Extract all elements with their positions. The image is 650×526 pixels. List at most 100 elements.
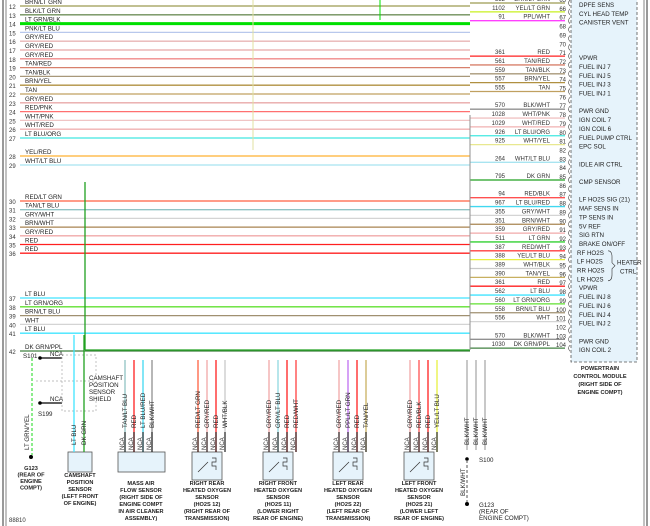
sensor-caption: HEATED OXYGEN xyxy=(324,488,372,494)
wire-color-label: PPL/WHT xyxy=(523,15,550,21)
sensor-wire-color-label: GRY/RED xyxy=(407,399,414,428)
nca-pin-label: NCA xyxy=(273,437,279,450)
sensor-caption: CAMSHAFT xyxy=(64,473,96,479)
wire-color-label: GRY/RED xyxy=(25,96,54,103)
sensor-caption: ASSEMBLY) xyxy=(125,516,158,522)
wire-color-label: BLK/WHT xyxy=(523,333,550,339)
sensor-caption: (HO2S 22) xyxy=(335,502,362,508)
ground-icon xyxy=(29,455,33,459)
wire-color-label: TAN/YEL xyxy=(525,271,550,277)
wire-color-label: LT GRN/ORG xyxy=(513,298,550,304)
wire-color-label: RED/BLK xyxy=(524,192,550,198)
pcm-pin-function: FUEL INJ 5 xyxy=(579,73,611,80)
pin-terminal-icon xyxy=(568,256,571,263)
thermistor-symbol xyxy=(268,461,280,473)
pcm-pin-function: VPWR xyxy=(579,285,598,292)
wire-color-label: BRN/LT BLU xyxy=(516,307,550,313)
wire-row-number: 37 xyxy=(9,297,16,303)
pcm-pin-number: 68 xyxy=(559,25,566,31)
nca-pin-label: NCA xyxy=(291,437,297,450)
wire-color-label: WHT/LT BLU xyxy=(25,158,61,165)
nca-pin-label: NCA xyxy=(414,437,420,450)
wire-color-label: RED/PNK xyxy=(25,105,53,112)
circuit-number: 390 xyxy=(495,271,506,277)
wire-color-label: WHT/PNK xyxy=(522,112,550,118)
sensor-wire-color-label: LT BLU xyxy=(71,425,78,445)
pcm-pin-function: EPC SOL xyxy=(579,144,606,151)
wire-color-label: LT BLU/ORG xyxy=(25,131,61,138)
pin-terminal-icon xyxy=(568,97,571,104)
nca-pin-label: NCA xyxy=(423,437,429,450)
pin-terminal-icon xyxy=(568,88,571,95)
wire-color-label: YEL/LT GRN xyxy=(516,6,550,12)
pin-terminal-icon xyxy=(568,309,571,316)
circuit-number: 1029 xyxy=(492,121,506,127)
pcm-pin-number: 87 xyxy=(559,193,566,199)
circuit-number: 570 xyxy=(495,103,506,109)
circuit-number: 967 xyxy=(495,201,506,207)
pin-terminal-icon xyxy=(568,203,571,210)
sensor-5-body xyxy=(332,451,364,481)
pin-terminal-icon xyxy=(568,229,571,237)
circuit-number: 1028 xyxy=(492,112,506,118)
ground-caption: ENGINE COMPT) xyxy=(479,515,529,522)
pcm-pin-number: 101 xyxy=(556,317,567,323)
ground-icon xyxy=(465,502,469,506)
circuit-number: 1030 xyxy=(492,342,506,348)
wire-color-label: LT GRN/BLK xyxy=(25,17,61,24)
sensor-wire-color-label: GRY/LT BLU xyxy=(275,393,282,428)
heater-element-symbol xyxy=(352,457,358,470)
pcm-pin-number: 103 xyxy=(556,334,567,340)
wire-color-label: RED/WHT xyxy=(522,245,550,251)
sensor-caption: TRANSMISSION) xyxy=(326,516,371,522)
pcm-pin-number: 88 xyxy=(559,202,566,208)
sensor-6-body xyxy=(403,451,435,481)
sensor-wire-color-label: TAN/LT BLU xyxy=(122,394,129,428)
pin-terminal-icon xyxy=(568,282,571,290)
pin-terminal-icon xyxy=(568,176,571,184)
sensor-wire-color-label: RED/BLK xyxy=(416,401,423,428)
wire-row-number: 15 xyxy=(9,31,16,37)
wire-row-number: 22 xyxy=(9,93,16,99)
nca-pin-label: NCA xyxy=(211,437,217,450)
sensor-wire-color-label: GRY/RED xyxy=(336,399,343,428)
pcm-pin-number: 70 xyxy=(559,42,566,48)
wire-color-label: RED/LT GRN xyxy=(25,194,62,201)
nca-pin-label: NCA xyxy=(264,437,270,450)
circuit-number: 355 xyxy=(495,209,506,215)
pcm-pin-number: 104 xyxy=(556,343,567,349)
wire-row-number: 24 xyxy=(9,111,16,117)
pin-terminal-icon xyxy=(568,79,571,86)
sensor-caption: OF ENGINE) xyxy=(64,501,97,507)
sensor-caption: (LOWER LEFT xyxy=(400,509,439,515)
circuit-number: 388 xyxy=(495,254,506,260)
pcm-pin-number: 100 xyxy=(556,308,567,314)
sensor-wire-color-label: RED/WHT xyxy=(293,399,300,428)
wire-row-number: 16 xyxy=(9,40,16,46)
pcm-pin-function: RF HO2S xyxy=(577,250,604,257)
wire-row-number: 23 xyxy=(9,102,16,108)
sensor-caption: HEATED OXYGEN xyxy=(395,488,443,494)
circuit-number: 94 xyxy=(498,192,505,198)
nca-pin-label: NCA xyxy=(352,437,358,450)
sensor-caption: ENGINE COMPT xyxy=(119,502,163,508)
sensor-caption: SENSOR xyxy=(336,495,360,501)
wire-color-label: GRY/RED xyxy=(523,227,551,233)
circuit-number: 556 xyxy=(495,316,506,322)
nca-pin-label: NCA xyxy=(334,437,340,450)
wire-row-number: 36 xyxy=(9,252,16,258)
pin-terminal-icon xyxy=(568,318,571,325)
splice-label: S100 xyxy=(479,457,494,464)
pcm-pin-function: LF HO2S SIG (21) xyxy=(579,197,630,204)
sensor-caption: (RIGHT REAR OF xyxy=(184,509,231,515)
wire-row-number: 35 xyxy=(9,244,16,250)
sensor-wire-color-label: YEL/LT BLU xyxy=(434,394,441,428)
wire-color-label: YEL/LT BLU xyxy=(517,254,550,260)
sensor-caption: (LEFT FRONT xyxy=(62,494,99,500)
heater-element-symbol xyxy=(211,457,217,470)
pcm-pin-number: 71 xyxy=(559,51,566,57)
pcm-pin-number: 93 xyxy=(559,246,566,252)
wire-color-label: BRN/LT GRN xyxy=(25,0,62,6)
circuit-number: 562 xyxy=(495,289,506,295)
